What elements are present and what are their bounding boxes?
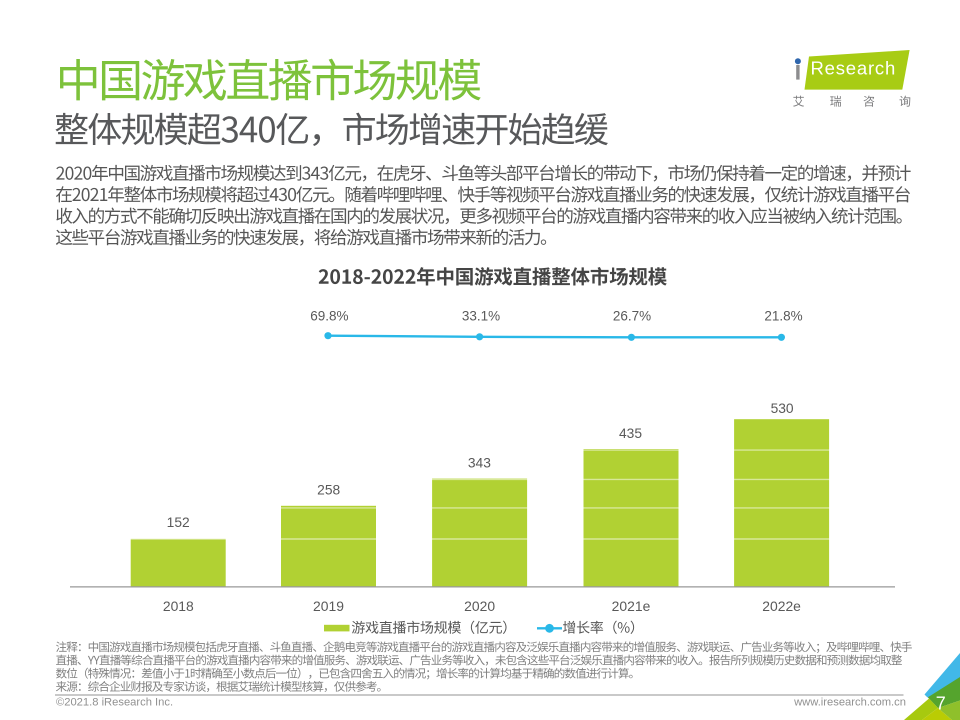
svg-text:www.iresearch.com.cn: www.iresearch.com.cn bbox=[793, 697, 906, 709]
svg-text:2020: 2020 bbox=[464, 598, 495, 614]
svg-text:Research: Research bbox=[811, 57, 897, 78]
svg-text:2022e: 2022e bbox=[762, 598, 801, 614]
svg-text:435: 435 bbox=[619, 426, 642, 441]
svg-text:2021e: 2021e bbox=[612, 598, 651, 614]
svg-text:343: 343 bbox=[468, 455, 491, 470]
svg-text:2018: 2018 bbox=[163, 598, 194, 614]
svg-text:©2021.8 iResearch Inc.: ©2021.8 iResearch Inc. bbox=[56, 697, 173, 709]
svg-text:21.8%: 21.8% bbox=[764, 308, 802, 323]
svg-text:26.7%: 26.7% bbox=[613, 308, 651, 323]
svg-text:2019: 2019 bbox=[313, 598, 344, 614]
svg-text:258: 258 bbox=[317, 482, 340, 497]
svg-text:33.1%: 33.1% bbox=[462, 308, 500, 323]
svg-text:530: 530 bbox=[771, 401, 794, 416]
svg-text:7: 7 bbox=[936, 693, 946, 713]
svg-text:152: 152 bbox=[167, 515, 190, 530]
svg-text:69.8%: 69.8% bbox=[310, 308, 348, 323]
